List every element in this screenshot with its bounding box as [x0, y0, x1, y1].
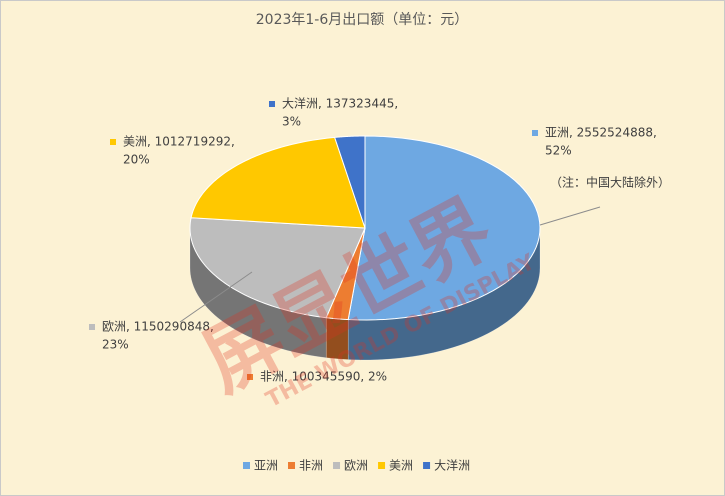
legend-key: [243, 462, 250, 469]
data-labels: 亚洲, 2552524888, 52% 非洲, 100345590, 2% 欧洲, 1…: [89, 96, 657, 384]
slice: [347, 135, 541, 321]
data-label: 23%: [102, 338, 129, 352]
data-label: 大洋洲, 137323445,: [282, 96, 398, 111]
legend-label: 美洲: [389, 459, 413, 473]
data-label: 美洲, 1012719292,: [123, 135, 235, 149]
label-key: [269, 101, 275, 107]
slice: [190, 136, 366, 229]
legend-key: [378, 462, 386, 469]
leader-line: [179, 271, 253, 323]
legend-label: 大洋洲: [434, 458, 470, 473]
label-key: [110, 139, 116, 145]
data-label: 欧洲, 1150290848,: [102, 320, 214, 334]
legend-key: [288, 462, 296, 469]
data-label: 20%: [123, 153, 150, 167]
legend: 亚洲 非洲 欧洲 美洲 大洋洲: [243, 458, 470, 473]
pie: [189, 135, 541, 361]
data-label: 3%: [282, 115, 301, 129]
legend-label: 非洲: [299, 459, 323, 473]
chart-title: 2023年1-6月出口额（单位：元）: [256, 12, 469, 28]
annotation: （注：中国大陆除外）: [550, 175, 670, 190]
data-label: 亚洲, 2552524888,: [545, 126, 657, 140]
legend-key: [333, 462, 341, 469]
label-key: [89, 324, 95, 330]
data-label: 非洲, 100345590, 2%: [260, 370, 387, 384]
label-key: [532, 130, 538, 136]
slice: [333, 135, 366, 229]
slice: [189, 217, 366, 319]
legend-label: 亚洲: [254, 459, 278, 473]
data-label: 52%: [545, 144, 572, 158]
legend-key: [423, 462, 431, 469]
leader-line: [539, 206, 601, 226]
legend-label: 欧洲: [344, 459, 368, 473]
label-key: [247, 374, 253, 380]
